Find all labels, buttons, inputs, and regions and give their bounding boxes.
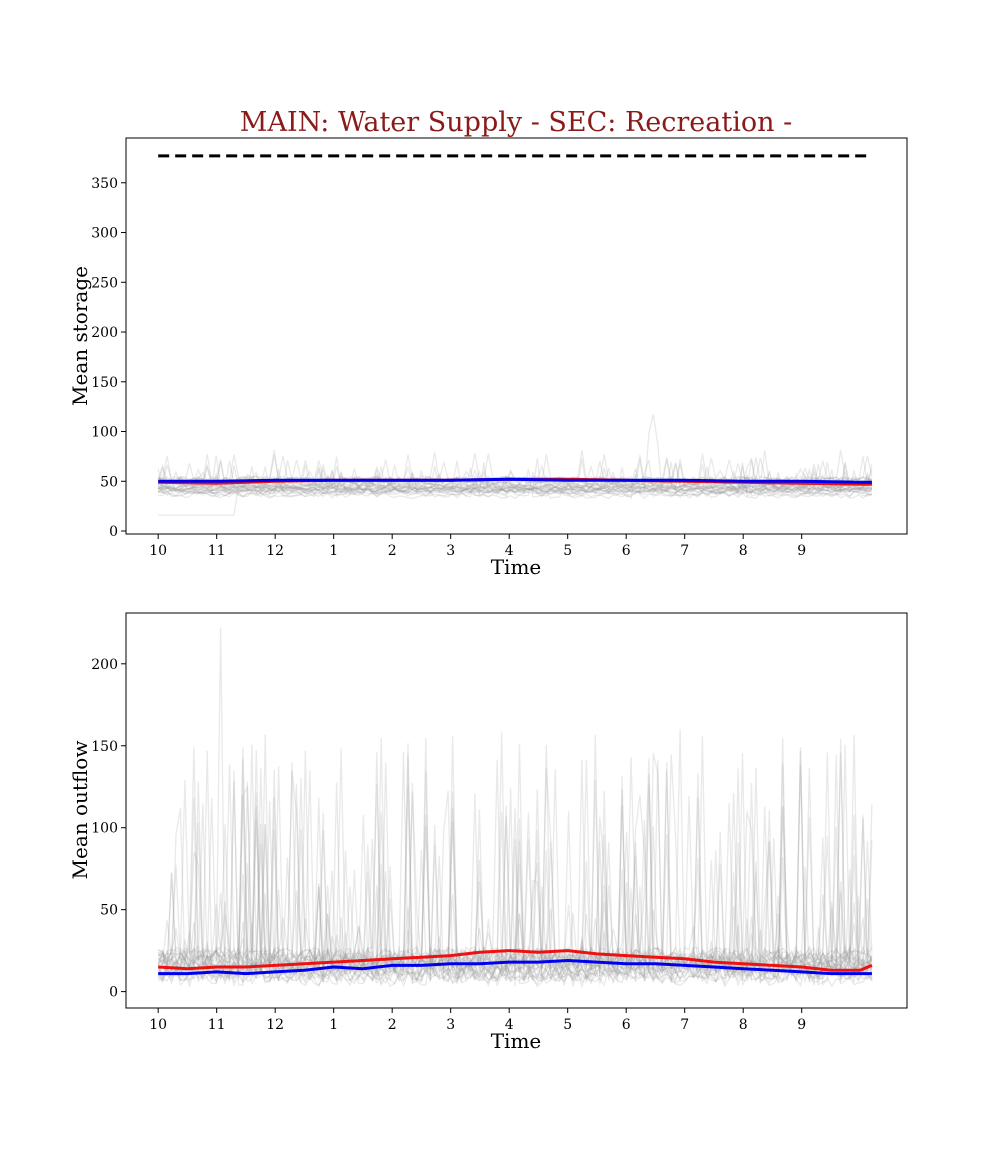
- storage-x-tick-label: 6: [622, 543, 631, 559]
- outflow-ensemble-trace: [157, 758, 873, 968]
- outflow-ensemble-trace: [158, 759, 873, 974]
- storage-x-tick-label: 8: [739, 543, 748, 559]
- outflow-x-axis-label: Time: [491, 1029, 542, 1053]
- storage-ensemble-trace: [157, 454, 872, 491]
- outflow-ensemble-trace: [157, 750, 873, 984]
- storage-ensemble-trace: [157, 464, 873, 491]
- outflow-ensemble-trace: [157, 732, 873, 973]
- storage-series: [158, 154, 872, 486]
- outflow-ensemble-trace: [157, 748, 873, 969]
- storage-ensemble-trace: [157, 455, 873, 485]
- storage-y-tick-label: 250: [91, 275, 118, 291]
- storage-x-axis: 10 11 12 1 2 3 4 5 6 7 8 9: [149, 534, 806, 559]
- storage-y-tick-label: 0: [109, 524, 118, 540]
- outflow-y-tick-label: 100: [91, 821, 118, 837]
- storage-y-tick-label: 200: [91, 325, 118, 341]
- chart-title: MAIN: Water Supply - SEC: Recreation -: [240, 107, 792, 138]
- outflow-x-tick-label: 10: [149, 1017, 167, 1033]
- outflow-x-tick-label: 5: [563, 1017, 572, 1033]
- storage-ensemble-trace: [157, 469, 873, 496]
- outflow-x-tick-label: 4: [505, 1017, 514, 1033]
- outflow-series: [158, 949, 873, 976]
- outflow-ensemble-trace: [157, 775, 873, 989]
- outflow-x-tick-label: 7: [680, 1017, 689, 1033]
- outflow-x-axis: 10 11 12 1 2 3 4 5 6 7 8 9: [149, 1008, 806, 1033]
- storage-ensemble-trace: [157, 465, 872, 495]
- outflow-x-tick-label: 2: [388, 1017, 397, 1033]
- storage-ensemble-trace: [157, 462, 872, 496]
- storage-x-tick-label: 10: [149, 543, 167, 559]
- storage-ensemble-trace: [158, 468, 873, 498]
- storage-ensemble-trace: [158, 461, 873, 494]
- storage-x-tick-label: 4: [505, 543, 514, 559]
- storage-y-tick-label: 50: [100, 474, 118, 490]
- storage-x-tick-label: 12: [266, 543, 284, 559]
- storage-x-axis-label: Time: [491, 555, 542, 579]
- storage-y-tick-label: 150: [91, 375, 118, 391]
- outflow-x-tick-label: 8: [739, 1017, 748, 1033]
- storage-x-tick-label: 9: [797, 543, 806, 559]
- outflow-y-tick-label: 50: [100, 903, 118, 919]
- outflow-ensemble-trace: [157, 735, 873, 975]
- storage-ensemble-trace: [158, 462, 873, 496]
- outflow-y-tick-label: 200: [91, 657, 118, 673]
- storage-x-tick-label: 7: [680, 543, 689, 559]
- outflow-ensemble-trace: [157, 734, 873, 984]
- outflow-x-tick-label: 6: [622, 1017, 631, 1033]
- storage-y-axis: 0 50 100 150 200 250 300 350: [91, 176, 126, 540]
- outflow-x-tick-label: 9: [797, 1017, 806, 1033]
- storage-y-tick-label: 300: [91, 226, 118, 242]
- outflow-ensemble-trace: [157, 734, 873, 984]
- storage-y-axis-label: Mean storage: [68, 266, 92, 406]
- storage-x-tick-label: 3: [446, 543, 455, 559]
- outflow-plot-frame: [125, 612, 908, 1009]
- storage-ensemble-trace: [158, 413, 872, 498]
- storage-y-tick-label: 350: [91, 176, 118, 192]
- outflow-y-tick-label: 150: [91, 739, 118, 755]
- outflow-ensemble-trace: [157, 768, 873, 987]
- storage-x-tick-label: 5: [563, 543, 572, 559]
- outflow-x-tick-label: 12: [266, 1017, 284, 1033]
- storage-y-tick-label: 100: [91, 425, 118, 441]
- outflow-red-series-line: [158, 949, 873, 972]
- outflow-y-axis: 0 50 100 150 200: [91, 657, 126, 1001]
- storage-blue-series-line: [158, 477, 872, 484]
- storage-plot-frame: [125, 137, 908, 535]
- outflow-ensemble-trace: [157, 739, 873, 972]
- storage-ensemble-trace: [158, 458, 872, 495]
- outflow-ensemble-trace: [157, 737, 873, 985]
- outflow-blue-series-line: [158, 959, 872, 976]
- storage-ensemble: [157, 413, 873, 516]
- storage-x-tick-label: 1: [329, 543, 338, 559]
- outflow-x-tick-label: 11: [208, 1017, 226, 1033]
- outflow-y-tick-label: 0: [109, 985, 118, 1001]
- storage-ensemble-trace: [158, 459, 872, 492]
- storage-ensemble-trace: [158, 449, 873, 484]
- storage-x-tick-label: 11: [208, 543, 226, 559]
- outflow-ensemble-trace: [157, 750, 873, 970]
- storage-x-tick-label: 2: [388, 543, 397, 559]
- storage-ensemble-trace: [158, 456, 873, 490]
- storage-ensemble-trace: [157, 461, 872, 493]
- storage-ensemble-trace: [157, 468, 872, 500]
- storage-ensemble-trace: [158, 466, 873, 493]
- outflow-x-tick-label: 3: [446, 1017, 455, 1033]
- storage-ensemble-trace: [158, 463, 873, 516]
- outflow-ensemble-trace: [157, 759, 873, 985]
- outflow-ensemble-trace: [158, 627, 873, 975]
- outflow-x-tick-label: 1: [329, 1017, 338, 1033]
- outflow-ensemble-trace: [157, 762, 873, 978]
- outflow-y-axis-label: Mean outflow: [68, 741, 92, 880]
- storage-ensemble-trace: [158, 456, 873, 492]
- storage-ensemble-trace: [157, 459, 873, 495]
- outflow-ensemble: [157, 627, 873, 989]
- storage-ensemble-trace: [157, 462, 872, 494]
